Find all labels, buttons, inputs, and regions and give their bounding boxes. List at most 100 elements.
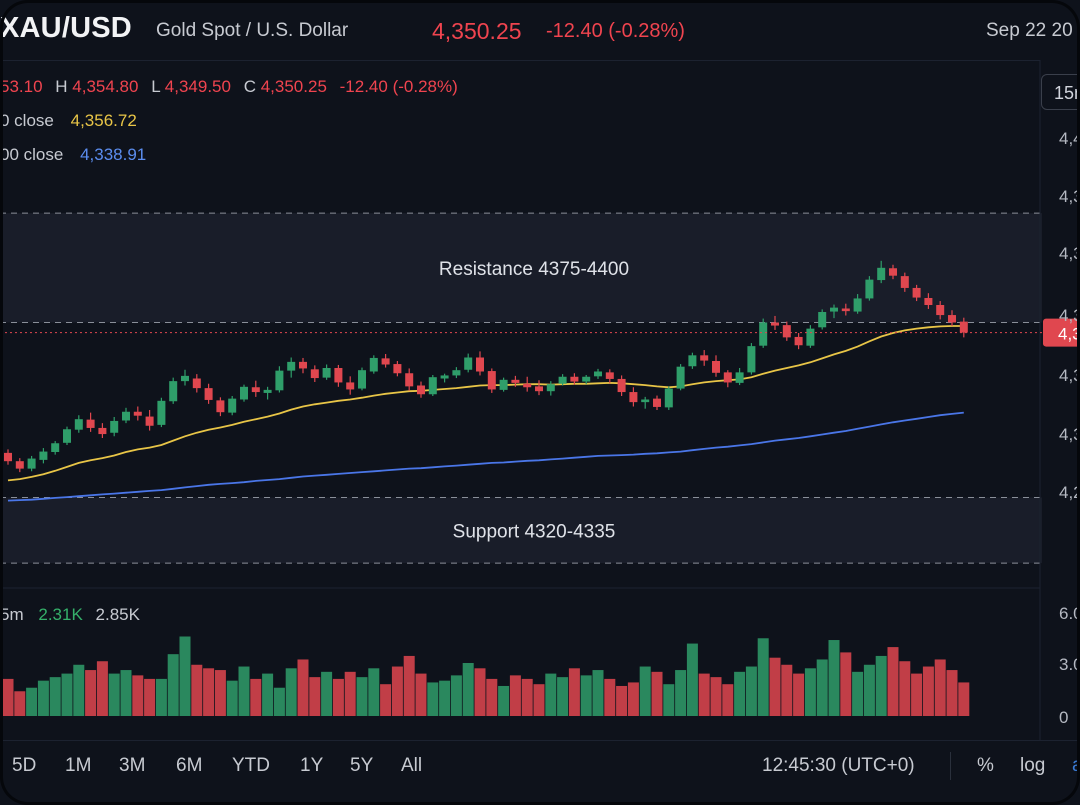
candle-body <box>830 307 838 312</box>
volume-bar <box>745 666 757 716</box>
candle <box>641 396 650 409</box>
volume-bar <box>439 680 451 716</box>
candle <box>169 377 178 404</box>
candle <box>157 397 166 428</box>
volume-bar <box>179 636 191 716</box>
candle <box>794 333 803 350</box>
volume-bar <box>816 659 828 716</box>
volume-bar <box>722 684 734 716</box>
candle <box>582 375 591 385</box>
candle-body <box>393 364 402 374</box>
candle <box>358 367 366 391</box>
candle <box>535 380 543 396</box>
ma-slow-line <box>7 411 964 502</box>
range-1y[interactable]: 1Y <box>300 755 324 776</box>
candle <box>51 441 60 455</box>
candle-body <box>263 389 272 393</box>
candle <box>511 375 520 387</box>
range-1m[interactable]: 1M <box>65 755 92 776</box>
price-change: -12.40 (-0.28%) <box>546 20 685 42</box>
close-value: 4,350.25 <box>260 77 327 96</box>
candle-body <box>51 443 60 452</box>
candle-body <box>771 322 779 326</box>
candle <box>806 325 815 348</box>
candle <box>664 386 673 410</box>
volume-bar <box>592 670 604 716</box>
candle-body <box>558 376 567 384</box>
zone-label: Support 4320-4335 <box>453 521 616 542</box>
candle <box>676 364 685 391</box>
candle-body <box>841 308 850 312</box>
volume-bar <box>533 684 545 716</box>
candle-body <box>535 386 543 392</box>
candle <box>15 458 24 473</box>
range-5y[interactable]: 5Y <box>350 755 374 776</box>
candle-body <box>759 322 768 346</box>
volume-bar <box>120 670 132 716</box>
candle <box>251 380 260 397</box>
timeframe-button[interactable]: 15m <box>1041 74 1080 110</box>
candle <box>924 293 933 309</box>
volume-bar <box>2 678 14 716</box>
candle-body <box>712 361 720 373</box>
volume-bar <box>332 678 344 716</box>
volume-bar <box>309 677 321 716</box>
volume-bar <box>686 643 698 716</box>
candle-body <box>299 361 307 369</box>
volume-bar <box>946 670 958 716</box>
candle <box>653 395 661 410</box>
price-tick-label: 4,3 <box>1059 306 1080 325</box>
volume-bar <box>356 677 368 716</box>
candle-body <box>688 355 697 367</box>
range-6m[interactable]: 6M <box>176 755 203 776</box>
header-divider <box>0 60 1040 61</box>
auto-toggle[interactable]: a <box>1072 755 1080 776</box>
candle-body <box>511 379 520 383</box>
volume-bar <box>887 647 899 716</box>
utc-clock[interactable]: 12:45:30 (UTC+0) <box>762 755 915 776</box>
log-toggle[interactable]: log <box>1020 755 1046 776</box>
candle-body <box>747 346 756 373</box>
range-all[interactable]: All <box>401 755 423 776</box>
candle-body <box>275 370 284 391</box>
candle-body <box>369 357 378 372</box>
price-tick-label: 4,3 <box>1059 187 1080 206</box>
volume-label: 5m <box>0 605 24 624</box>
range-ytd[interactable]: YTD <box>232 755 270 776</box>
candle <box>936 301 945 320</box>
candle <box>145 410 154 431</box>
candle-body <box>240 386 248 400</box>
volume-bar <box>37 680 49 716</box>
candle-body <box>700 355 709 361</box>
symbol-title[interactable]: XAU/USD <box>0 12 132 44</box>
candle <box>417 381 425 398</box>
candle-body <box>169 381 178 402</box>
candle <box>181 369 189 386</box>
candle-body <box>853 298 862 312</box>
percent-toggle[interactable]: % <box>977 755 994 776</box>
candle-body <box>27 458 36 469</box>
candle-body <box>334 368 343 383</box>
ma-slow-legend[interactable]: 00 close 4,338.91 <box>0 145 146 165</box>
candle <box>546 381 555 396</box>
candle <box>275 366 284 393</box>
ma-fast-legend[interactable]: 0 close 4,356.72 <box>0 111 137 131</box>
candle <box>771 315 779 330</box>
symbol-description: Gold Spot / U.S. Dollar <box>156 20 349 41</box>
ma-slow-label: 00 close <box>0 145 64 164</box>
candle <box>782 321 791 341</box>
candle-body <box>287 361 296 371</box>
volume-bar <box>203 668 215 716</box>
volume-bar <box>604 678 616 716</box>
range-3m[interactable]: 3M <box>119 755 146 776</box>
volume-bar <box>875 655 887 716</box>
range-5d[interactable]: 5D <box>12 755 37 776</box>
volume-bar <box>427 682 439 716</box>
candle-body <box>452 370 461 376</box>
volume-bar <box>840 652 852 716</box>
candle <box>900 272 909 292</box>
volume-bar <box>663 684 675 716</box>
volume-bar <box>273 687 285 716</box>
candle-body <box>865 279 874 299</box>
